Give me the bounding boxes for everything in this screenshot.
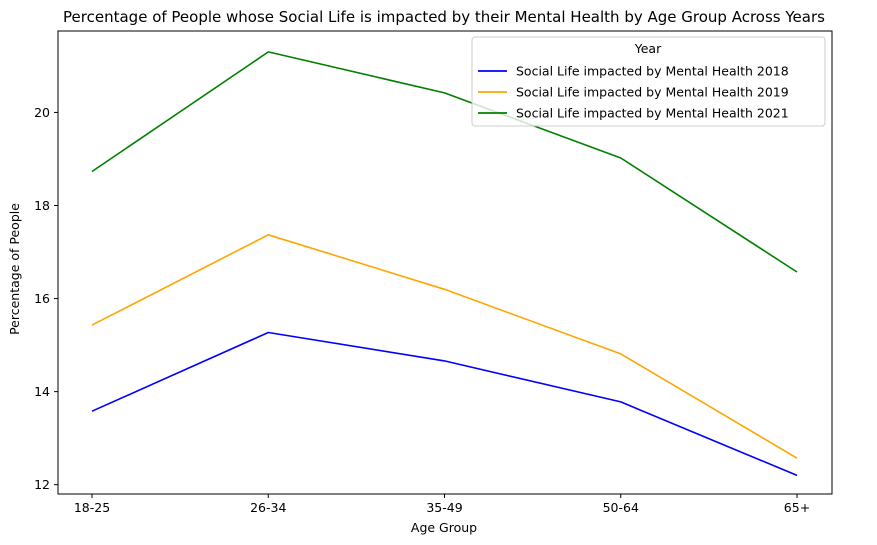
- y-tick-label: 12: [34, 477, 50, 492]
- legend-label-3: Social Life impacted by Mental Health 20…: [516, 106, 789, 121]
- y-tick-label: 14: [34, 384, 50, 399]
- legend-label-2: Social Life impacted by Mental Health 20…: [516, 85, 789, 100]
- legend-label-1: Social Life impacted by Mental Health 20…: [516, 64, 789, 79]
- series-line-1: [91, 331, 798, 477]
- y-axis: 12 14 16 18 20: [34, 105, 58, 492]
- series-line-3: [91, 51, 798, 273]
- x-axis-label: Age Group: [411, 520, 477, 535]
- x-tick-label: 18-25: [74, 500, 110, 515]
- legend: Year Social Life impacted by Mental Heal…: [471, 36, 826, 127]
- chart-title: Percentage of People whose Social Life i…: [63, 8, 825, 26]
- legend-title: Year: [634, 41, 662, 56]
- x-tick-label: 26-34: [250, 500, 286, 515]
- x-tick-label: 35-49: [426, 500, 462, 515]
- x-tick-label: 65+: [784, 500, 810, 515]
- legend-box: [471, 36, 826, 127]
- y-tick-label: 18: [34, 198, 50, 213]
- y-axis-label: Percentage of People: [7, 203, 22, 335]
- y-tick-label: 20: [34, 105, 50, 120]
- series-lines: [91, 51, 798, 477]
- x-axis: 18-25 26-34 35-49 50-64 65+: [74, 494, 810, 515]
- legend-items: Social Life impacted by Mental Health 20…: [478, 64, 789, 121]
- y-tick-label: 16: [34, 291, 50, 306]
- x-tick-label: 50-64: [603, 500, 639, 515]
- series-line-2: [91, 234, 798, 459]
